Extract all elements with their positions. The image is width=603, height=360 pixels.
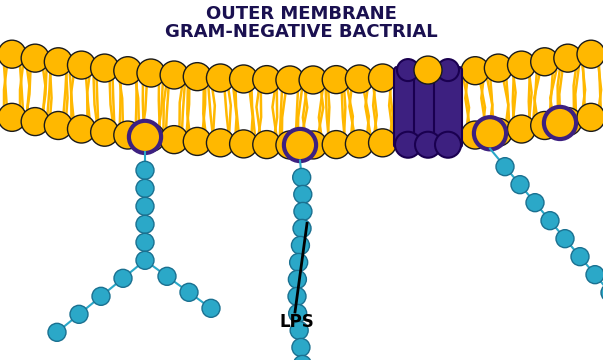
Circle shape [577, 103, 603, 131]
Circle shape [544, 107, 576, 139]
Circle shape [253, 66, 281, 94]
Circle shape [415, 132, 441, 158]
Circle shape [474, 117, 506, 149]
Circle shape [293, 219, 311, 237]
Circle shape [346, 65, 373, 93]
Circle shape [129, 121, 161, 153]
Circle shape [541, 212, 559, 230]
Circle shape [114, 57, 142, 85]
Circle shape [294, 355, 311, 360]
Circle shape [437, 59, 459, 81]
Circle shape [114, 121, 142, 149]
Circle shape [601, 284, 603, 302]
Circle shape [136, 161, 154, 179]
Circle shape [508, 115, 535, 143]
Circle shape [556, 230, 574, 248]
FancyBboxPatch shape [434, 67, 462, 148]
Circle shape [48, 323, 66, 341]
Circle shape [92, 287, 110, 305]
Circle shape [417, 59, 439, 81]
Circle shape [90, 118, 119, 146]
Circle shape [322, 66, 350, 94]
Circle shape [137, 123, 165, 152]
Circle shape [114, 269, 132, 287]
Circle shape [531, 112, 559, 139]
Circle shape [299, 66, 327, 94]
Circle shape [44, 48, 72, 76]
Circle shape [435, 132, 461, 158]
Circle shape [461, 57, 489, 85]
Circle shape [158, 267, 176, 285]
Circle shape [289, 305, 307, 323]
Circle shape [511, 176, 529, 194]
Circle shape [206, 64, 235, 92]
Circle shape [70, 305, 88, 323]
Circle shape [292, 338, 310, 356]
Circle shape [346, 130, 373, 158]
Circle shape [294, 202, 312, 220]
Circle shape [136, 197, 154, 215]
Circle shape [160, 61, 188, 89]
Circle shape [294, 185, 312, 203]
Circle shape [180, 283, 198, 301]
Circle shape [368, 64, 397, 92]
Circle shape [160, 126, 188, 154]
Circle shape [395, 132, 421, 158]
Circle shape [136, 179, 154, 197]
Circle shape [137, 59, 165, 87]
Circle shape [44, 112, 72, 139]
Circle shape [183, 63, 211, 91]
FancyBboxPatch shape [394, 67, 422, 148]
Circle shape [397, 59, 419, 81]
Circle shape [276, 131, 304, 159]
Circle shape [299, 131, 327, 159]
Circle shape [0, 40, 26, 68]
Text: OUTER MEMBRANE: OUTER MEMBRANE [206, 5, 397, 23]
Circle shape [183, 127, 211, 156]
Circle shape [202, 299, 220, 317]
Circle shape [571, 248, 589, 266]
Circle shape [289, 253, 308, 271]
Text: LPS: LPS [280, 313, 315, 331]
Circle shape [577, 40, 603, 68]
Circle shape [586, 266, 603, 284]
Circle shape [284, 129, 316, 161]
Circle shape [292, 168, 311, 186]
Circle shape [21, 108, 49, 136]
Circle shape [368, 129, 397, 157]
Circle shape [414, 56, 442, 84]
Circle shape [136, 215, 154, 233]
FancyBboxPatch shape [414, 67, 442, 148]
Circle shape [68, 115, 95, 143]
Circle shape [230, 65, 257, 93]
Circle shape [508, 51, 535, 79]
Circle shape [253, 131, 281, 159]
Circle shape [290, 321, 308, 339]
Circle shape [526, 194, 544, 212]
Circle shape [206, 129, 235, 157]
Circle shape [136, 251, 154, 269]
Circle shape [230, 130, 257, 158]
Circle shape [531, 48, 559, 76]
Circle shape [461, 121, 489, 149]
Circle shape [496, 158, 514, 176]
Circle shape [322, 131, 350, 159]
Circle shape [554, 44, 582, 72]
Circle shape [484, 118, 513, 146]
Circle shape [0, 103, 26, 131]
Circle shape [90, 54, 119, 82]
Circle shape [288, 287, 306, 305]
Circle shape [21, 44, 49, 72]
Circle shape [288, 270, 306, 288]
Circle shape [291, 237, 309, 255]
Circle shape [68, 51, 95, 79]
Circle shape [484, 54, 513, 82]
Text: GRAM-NEGATIVE BACTRIAL: GRAM-NEGATIVE BACTRIAL [165, 23, 438, 41]
Circle shape [136, 233, 154, 251]
Circle shape [276, 66, 304, 94]
Circle shape [554, 108, 582, 136]
